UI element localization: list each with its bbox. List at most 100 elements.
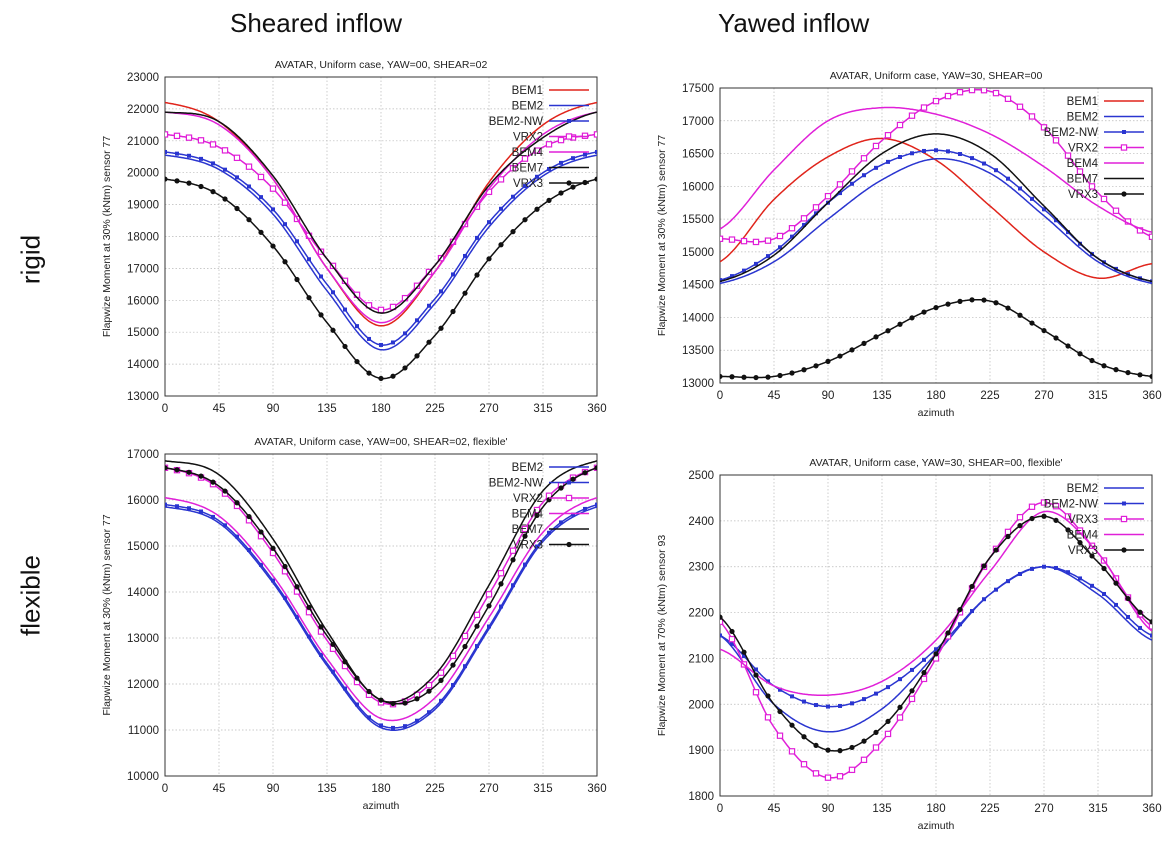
data-point <box>993 547 999 553</box>
data-point <box>849 744 855 751</box>
legend-label: BEM2-NW <box>489 116 543 128</box>
legend-label: BEM2 <box>512 462 543 474</box>
data-point <box>1053 335 1059 341</box>
data-point <box>850 181 854 186</box>
y-tick-label: 17000 <box>127 263 159 275</box>
legend: BEM2 BEM2-NW VRX3 BEM4 VRX3 <box>1044 483 1144 557</box>
x-tick-label: 90 <box>267 783 280 795</box>
data-point <box>1064 152 1072 159</box>
data-point <box>994 587 998 592</box>
series-bem2-nw <box>165 502 597 730</box>
legend-marker <box>1121 547 1127 553</box>
data-point <box>342 343 348 350</box>
data-point <box>849 347 855 353</box>
data-point <box>908 695 916 703</box>
data-point <box>802 699 806 704</box>
y-tick-label: 10000 <box>127 771 159 783</box>
data-point <box>221 147 229 154</box>
data-point <box>415 318 419 323</box>
data-point <box>837 353 843 359</box>
data-point <box>1088 183 1096 190</box>
data-point <box>1042 207 1046 212</box>
legend-marker <box>566 541 572 548</box>
data-point <box>390 700 396 707</box>
data-point <box>571 156 575 161</box>
y-tick-label: 2500 <box>688 470 714 482</box>
data-point <box>765 693 771 699</box>
data-point <box>557 136 565 144</box>
data-point <box>343 307 347 312</box>
y-tick-label: 18000 <box>127 232 159 244</box>
data-point <box>522 217 528 223</box>
data-point <box>896 714 904 721</box>
data-point <box>186 469 192 475</box>
data-point <box>814 211 818 216</box>
data-point <box>1148 623 1152 630</box>
legend-marker <box>567 480 571 485</box>
data-point <box>283 222 287 227</box>
data-point <box>1040 124 1048 131</box>
data-point <box>547 167 551 172</box>
y-tick-label: 17000 <box>682 116 714 128</box>
y-tick-label: 2000 <box>688 699 714 711</box>
data-point <box>175 504 179 509</box>
data-point <box>165 131 169 138</box>
data-point <box>741 649 747 655</box>
data-point <box>908 112 916 119</box>
data-point <box>378 697 384 703</box>
series-bem4 <box>720 510 1152 697</box>
data-point <box>1054 565 1058 570</box>
data-point <box>306 604 312 610</box>
data-point <box>1114 602 1118 607</box>
data-point <box>729 374 735 380</box>
data-point <box>343 686 347 691</box>
data-point <box>595 502 597 507</box>
data-point <box>920 675 928 683</box>
data-point <box>1077 539 1083 546</box>
data-point <box>319 274 323 279</box>
data-point <box>860 756 868 764</box>
data-point <box>970 609 974 614</box>
data-point <box>789 370 795 376</box>
data-point <box>450 308 456 315</box>
data-point <box>175 151 179 156</box>
data-point <box>271 207 275 212</box>
data-point <box>595 149 597 154</box>
x-tick-label: 180 <box>371 403 390 415</box>
data-point <box>982 161 986 166</box>
y-tick-label: 13000 <box>682 378 714 390</box>
data-point <box>1030 566 1034 571</box>
data-point <box>753 672 759 678</box>
data-point <box>558 485 564 491</box>
data-point <box>1066 230 1070 235</box>
data-point <box>534 512 540 518</box>
data-point <box>728 635 736 643</box>
y-axis-label: Flapwize Moment at 30% (kNtm) sensor 77 <box>101 514 113 715</box>
data-point <box>210 479 216 485</box>
data-point <box>307 634 311 639</box>
chart-title: AVATAR, Uniform case, YAW=30, SHEAR=00, … <box>809 457 1062 469</box>
data-point <box>330 327 336 333</box>
data-point <box>306 295 312 301</box>
data-point <box>437 669 445 676</box>
data-point <box>837 748 843 754</box>
data-point <box>1113 367 1119 373</box>
data-point <box>366 688 372 695</box>
x-tick-label: 360 <box>587 403 606 415</box>
data-point <box>1101 363 1107 369</box>
data-point <box>825 358 831 364</box>
legend-label: BEM2-NW <box>489 478 543 490</box>
data-point <box>174 467 180 473</box>
data-point <box>741 374 747 380</box>
data-point <box>801 367 807 373</box>
data-point <box>1041 513 1047 519</box>
data-point <box>583 506 587 511</box>
data-point <box>1040 499 1048 506</box>
data-point <box>813 742 819 748</box>
y-tick-label: 2200 <box>688 608 714 620</box>
data-point <box>898 677 902 682</box>
data-point <box>814 703 818 708</box>
data-point <box>294 584 300 590</box>
data-point <box>777 372 783 379</box>
series-bem4 <box>720 106 1152 233</box>
